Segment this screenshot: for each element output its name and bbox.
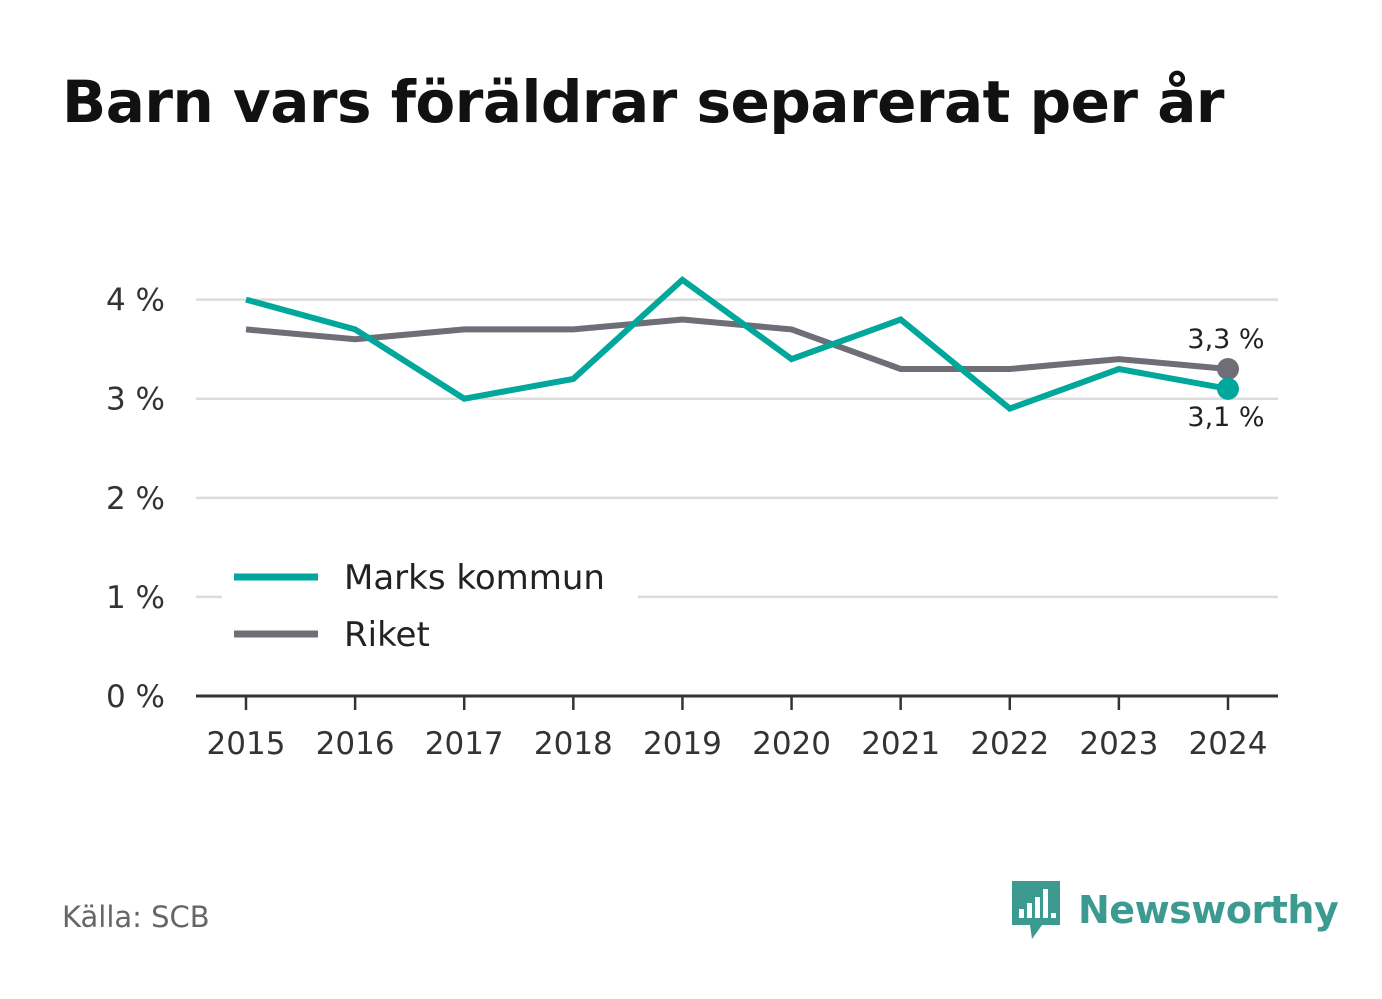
x-tick-label: 2019 [643, 726, 722, 762]
x-axis-ticks: 2015 2016 2017 2018 2019 2020 2021 2022 2023 2024 [207, 696, 1268, 762]
y-tick-label: 4 % [106, 283, 165, 319]
source-credit: Källa: SCB [62, 900, 210, 934]
x-tick-label: 2024 [1189, 726, 1268, 762]
series-line [245, 275, 1229, 413]
legend: Marks kommun Riket [222, 548, 638, 660]
series-line [245, 316, 1229, 372]
chart-title: Barn vars föräldrar separerat per år [62, 68, 1224, 136]
x-tick-label: 2022 [970, 726, 1049, 762]
end-point-marker [1217, 358, 1239, 380]
legend-label: Riket [344, 615, 430, 655]
x-tick-label: 2017 [425, 726, 504, 762]
brand: Newsworthy [1010, 878, 1339, 942]
x-tick-label: 2023 [1079, 726, 1158, 762]
end-point-marker [1217, 377, 1239, 400]
series-lines [245, 275, 1229, 413]
x-tick-label: 2021 [861, 726, 940, 762]
y-axis-tick-labels: 0 % 1 % 2 % 3 % 4 % [106, 283, 165, 715]
y-tick-label: 2 % [106, 481, 165, 517]
x-tick-label: 2015 [207, 726, 286, 762]
x-tick-label: 2018 [534, 726, 613, 762]
legend-background [222, 548, 638, 660]
end-value-label: 3,3 % [1187, 324, 1264, 355]
y-tick-label: 0 % [106, 679, 165, 715]
y-tick-label: 1 % [106, 580, 165, 616]
legend-label: Marks kommun [344, 558, 605, 598]
y-tick-label: 3 % [106, 382, 165, 418]
end-points: 3,1 % 3,3 % [1187, 324, 1264, 433]
x-tick-label: 2020 [752, 726, 831, 762]
x-tick-label: 2016 [316, 726, 395, 762]
end-value-label: 3,1 % [1187, 402, 1264, 433]
brand-name: Newsworthy [1078, 888, 1339, 932]
newsworthy-logo-icon [1012, 881, 1060, 939]
